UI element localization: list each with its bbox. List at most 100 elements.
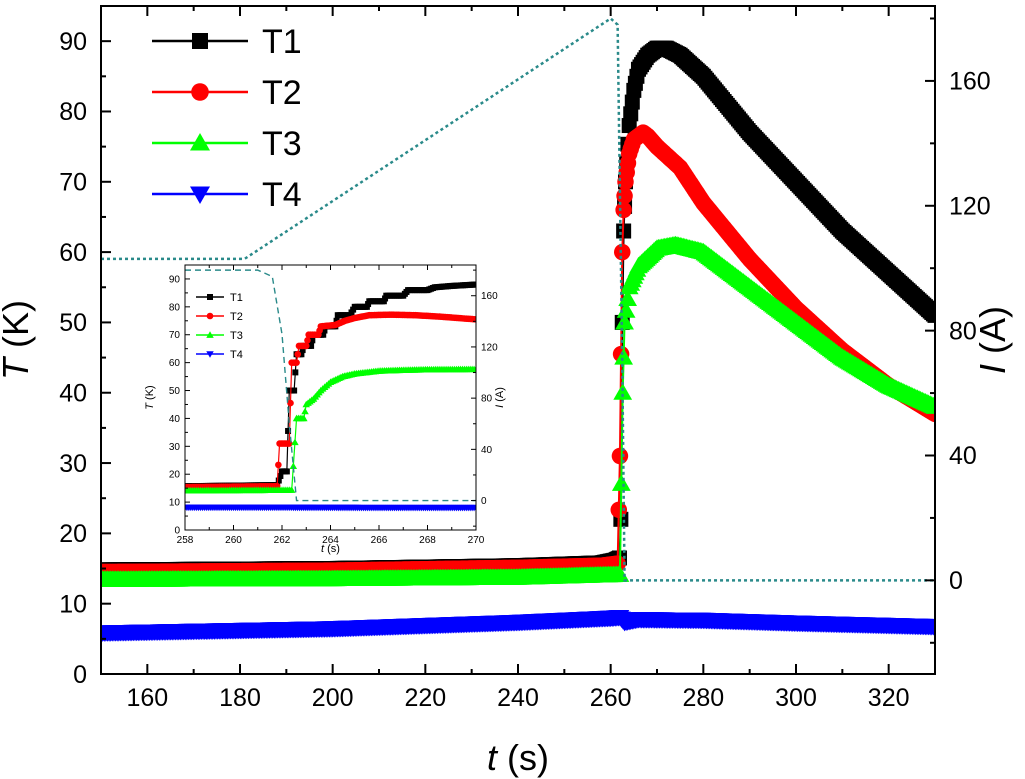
legend-item-t3: T3: [196, 330, 243, 342]
series-t3: [101, 235, 935, 587]
x-tick-label: 220: [404, 684, 446, 712]
main-plot: 160 180 200 220 240 260 280 300 3200102030405060…: [0, 5, 1013, 778]
y-left-tick-label: 20: [169, 470, 181, 481]
data-point: [613, 383, 633, 400]
data-point: [614, 243, 631, 261]
data-point: [615, 313, 634, 330]
x-axis-unit: (s): [507, 737, 549, 778]
data-point: [294, 350, 302, 358]
y-left-tick-label: 90: [169, 274, 181, 285]
x-tick-label: 280: [682, 684, 724, 712]
legend-item-t1: T1: [196, 292, 243, 304]
y-right-tick-label: 160: [949, 68, 991, 96]
data-point: [610, 565, 630, 582]
series-t4: [101, 610, 935, 642]
data-point: [611, 474, 631, 491]
legend-label: T2: [262, 74, 302, 112]
x-tick-label: 260: [225, 535, 242, 546]
y-right-axis-symbol: I: [972, 364, 1013, 374]
y-left-tick-label: 10: [59, 590, 87, 618]
legend-item-t2: T2: [152, 74, 302, 112]
x-axis-symbol: t: [487, 737, 499, 778]
x-axis-symbol: t: [321, 543, 325, 555]
y-left-tick-label: 80: [59, 98, 87, 126]
data-point: [473, 281, 476, 288]
x-tick-label: 180: [219, 684, 261, 712]
legend-label: T4: [262, 176, 302, 214]
data-point: [615, 201, 632, 219]
data-point: [925, 397, 935, 414]
legend-label: T1: [230, 292, 243, 304]
y-right-tick-label: 120: [481, 342, 498, 353]
y-right-tick-label: 160: [481, 291, 498, 302]
legend-item-t4: T4: [152, 176, 302, 214]
data-layer: [185, 269, 476, 512]
x-tick-label: 262: [274, 535, 291, 546]
y-left-tick-label: 90: [59, 28, 87, 56]
y-right-axis-label: I (A): [972, 306, 1013, 374]
legend-label: T4: [230, 349, 243, 361]
data-point: [611, 447, 629, 465]
legend-marker: [206, 351, 214, 358]
y-right-tick-label: 40: [481, 445, 493, 456]
y-right-axis-label: I (A): [494, 387, 506, 408]
data-point: [283, 468, 290, 475]
y-left-tick-label: 30: [59, 450, 87, 478]
x-tick-label: 200: [312, 684, 354, 712]
data-point: [624, 94, 640, 110]
legend-label: T3: [262, 125, 302, 163]
y-left-tick-label: 60: [169, 358, 181, 369]
data-point: [472, 365, 476, 373]
y-right-tick-label: 40: [949, 442, 977, 470]
y-left-axis-label: T (K): [144, 385, 156, 409]
data-point: [291, 438, 299, 446]
x-tick-label: 258: [177, 535, 194, 546]
y-left-tick-label: 30: [169, 442, 181, 453]
data-point: [304, 337, 311, 344]
current-series: [101, 16, 935, 582]
legend-item-t1: T1: [152, 23, 302, 61]
data-point: [308, 342, 315, 349]
y-left-tick-label: 0: [174, 526, 180, 537]
data-point: [616, 301, 636, 318]
legend-item-t2: T2: [196, 311, 243, 323]
legend: T1 T2 T3 T4: [152, 23, 302, 214]
y-left-axis-symbol: T: [144, 402, 156, 410]
legend-label: T2: [230, 311, 243, 323]
y-left-tick-label: 80: [169, 302, 181, 313]
data-point: [291, 387, 298, 394]
x-axis-unit: (s): [327, 543, 340, 555]
y-right-tick-label: 0: [481, 496, 487, 507]
y-right-axis-symbol: I: [494, 405, 506, 408]
data-point: [321, 327, 328, 334]
data-point: [302, 342, 310, 350]
y-left-axis-label: T (K): [0, 300, 36, 380]
x-axis-label: t (s): [487, 737, 549, 778]
y-left-tick-label: 60: [59, 239, 87, 267]
y-left-tick-label: 0: [73, 661, 87, 689]
y-right-tick-label: 80: [481, 394, 493, 405]
data-point: [925, 619, 935, 636]
legend-item-t4: T4: [196, 349, 243, 361]
data-point: [927, 307, 935, 323]
series-t4: [185, 504, 476, 512]
data-point: [614, 348, 634, 365]
data-point: [287, 486, 296, 493]
data-point: [320, 331, 327, 338]
x-tick-label: 266: [371, 535, 388, 546]
data-point: [285, 427, 292, 434]
legend-marker: [192, 33, 208, 49]
legend-marker: [206, 312, 214, 320]
current-line: [185, 269, 476, 502]
y-left-axis-unit: (K): [144, 385, 156, 400]
inset-plot: 258 260 262 264 266 268 270 0 10 20 30 40 50 60 70 80 90…: [144, 264, 506, 555]
x-tick-label: 264: [322, 535, 339, 546]
legend-label: T3: [230, 330, 243, 342]
legend-item-t3: T3: [152, 125, 302, 163]
x-axis-spacer: [497, 737, 507, 778]
data-point: [309, 337, 316, 344]
current-series: [185, 269, 476, 502]
legend-marker: [190, 133, 210, 151]
x-tick-label: 260: [590, 684, 632, 712]
